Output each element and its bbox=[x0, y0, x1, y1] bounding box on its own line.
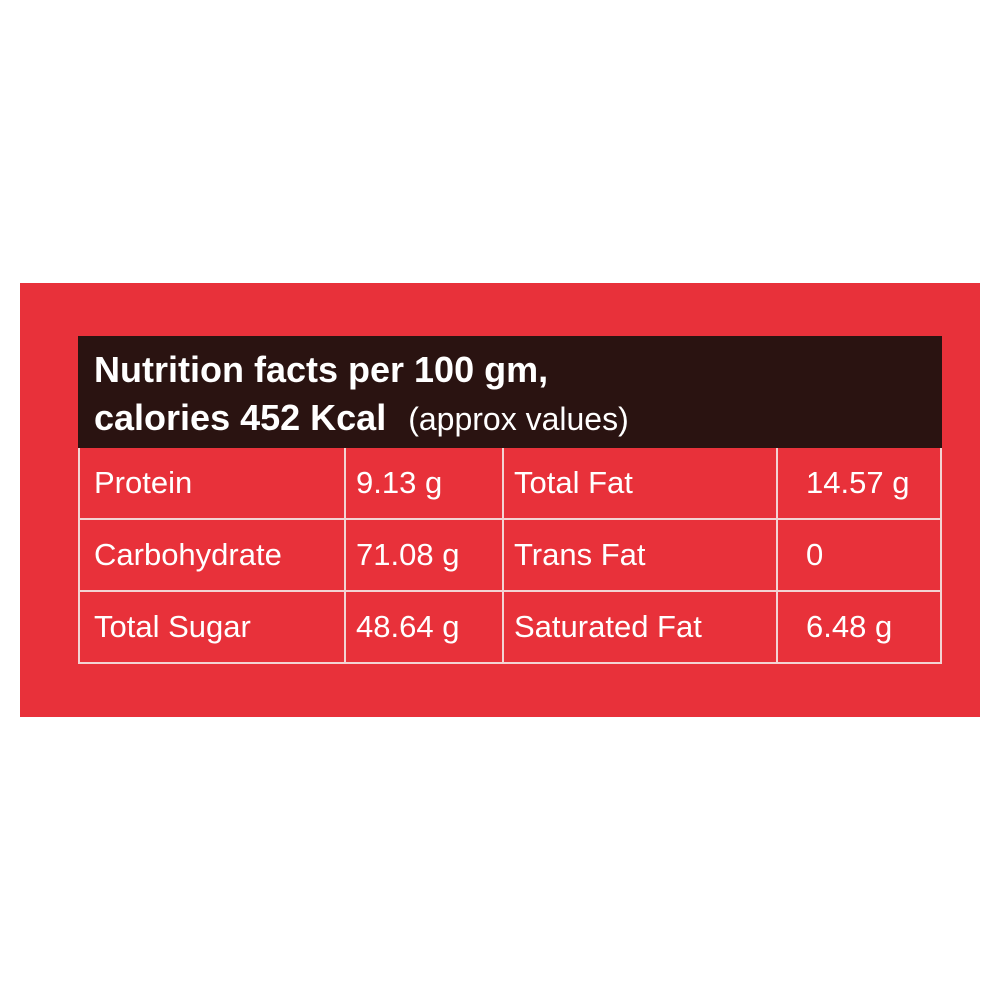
table-row: Carbohydrate 71.08 g Trans Fat 0 bbox=[78, 518, 942, 592]
nutrition-table: Protein 9.13 g Total Fat 14.57 g Carbohy… bbox=[78, 448, 942, 664]
nutrient-label: Carbohydrate bbox=[78, 518, 346, 592]
nutrient-value: 14.57 g bbox=[776, 448, 942, 520]
nutrient-value: 9.13 g bbox=[344, 448, 504, 520]
table-row: Total Sugar 48.64 g Saturated Fat 6.48 g bbox=[78, 590, 942, 664]
nutrient-label: Trans Fat bbox=[502, 518, 778, 592]
table-row: Protein 9.13 g Total Fat 14.57 g bbox=[78, 448, 942, 520]
header-line-2: calories 452 Kcal (approx values) bbox=[94, 394, 942, 443]
approx-note: (approx values) bbox=[408, 401, 629, 437]
nutrient-value: 0 bbox=[776, 518, 942, 592]
nutrient-value: 6.48 g bbox=[776, 590, 942, 664]
nutrient-label: Protein bbox=[78, 448, 346, 520]
header-line-1: Nutrition facts per 100 gm, bbox=[94, 349, 549, 390]
calories-text: calories 452 Kcal bbox=[94, 397, 387, 438]
nutrient-value: 48.64 g bbox=[344, 590, 504, 664]
nutrition-header: Nutrition facts per 100 gm, calories 452… bbox=[78, 336, 942, 448]
nutrition-panel: Nutrition facts per 100 gm, calories 452… bbox=[20, 283, 980, 717]
nutrient-value: 71.08 g bbox=[344, 518, 504, 592]
nutrient-label: Total Sugar bbox=[78, 590, 346, 664]
nutrient-label: Saturated Fat bbox=[502, 590, 778, 664]
nutrient-label: Total Fat bbox=[502, 448, 778, 520]
